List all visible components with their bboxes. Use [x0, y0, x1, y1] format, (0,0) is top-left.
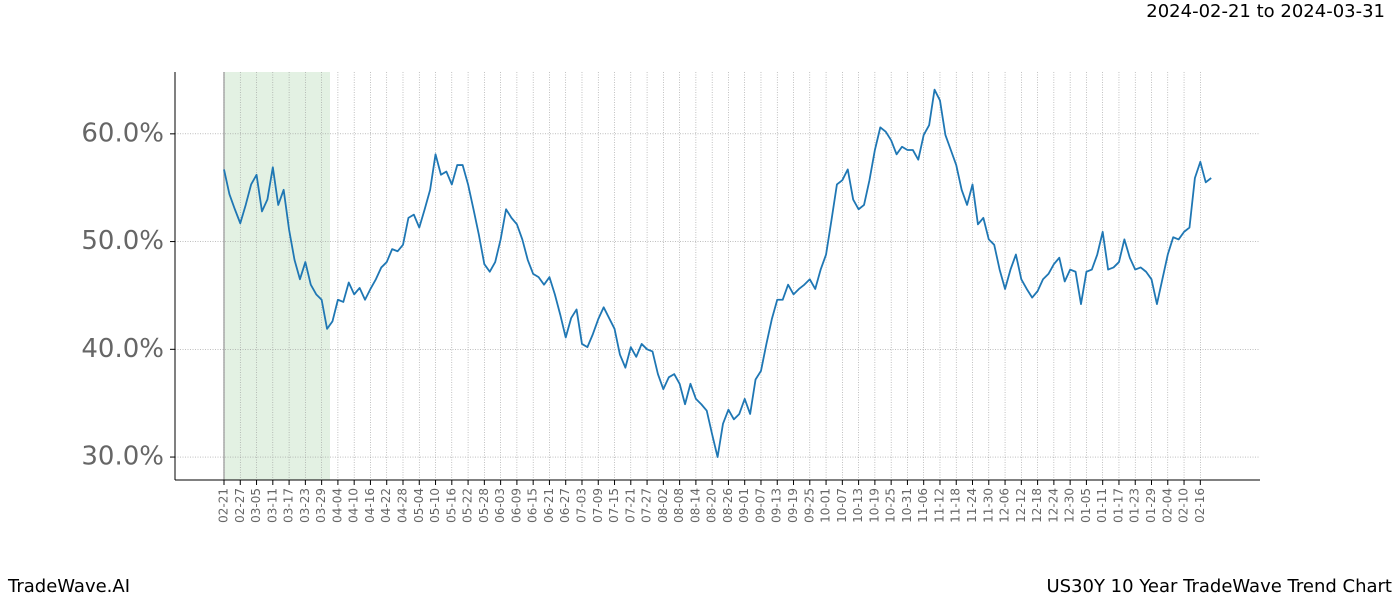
x-tick-label: 08-26 [721, 488, 735, 523]
brand: TradeWave.AI [7, 576, 130, 597]
x-tick-label: 08-14 [688, 488, 702, 523]
x-tick-label: 11-30 [981, 488, 995, 523]
x-tick-label: 07-15 [607, 488, 621, 523]
chart-name: US30Y 10 Year TradeWave Trend Chart [1046, 576, 1392, 597]
x-tick-label: 11-06 [916, 488, 930, 523]
x-tick-label: 06-27 [558, 488, 572, 523]
x-tick-label: 02-16 [1193, 488, 1207, 523]
x-tick-label: 05-10 [428, 488, 442, 523]
x-tick-label: 12-06 [998, 488, 1012, 523]
x-tick-label: 01-17 [1111, 488, 1125, 523]
grid [170, 72, 1260, 485]
x-tick-label: 06-09 [509, 488, 523, 523]
x-tick-label: 08-08 [672, 488, 686, 523]
x-tick-label: 03-17 [282, 488, 296, 523]
x-tick-label: 02-10 [1177, 488, 1191, 523]
x-tick-label: 03-23 [298, 488, 312, 523]
x-tick-label: 08-20 [705, 488, 719, 523]
x-tick-label: 01-29 [1144, 488, 1158, 523]
x-tick-label: 02-04 [1160, 488, 1174, 523]
x-tick-label: 05-28 [477, 488, 491, 523]
y-tick-label: 30.0% [81, 442, 164, 472]
trend-line [223, 88, 1212, 458]
x-tick-label: 10-07 [835, 488, 849, 523]
x-tick-label: 10-13 [851, 488, 865, 523]
x-tick-label: 03-29 [314, 488, 328, 523]
x-tick-label: 09-13 [770, 488, 784, 523]
x-tick-label: 02-21 [217, 488, 231, 523]
x-tick-label: 06-21 [542, 488, 556, 523]
x-tick-label: 04-10 [347, 488, 361, 523]
x-tick-label: 11-12 [932, 488, 946, 523]
y-tick-label: 50.0% [81, 226, 164, 256]
x-tick-label: 05-22 [461, 488, 475, 523]
x-tick-label: 04-22 [379, 488, 393, 523]
y-tick-label: 40.0% [81, 334, 164, 364]
x-tick-label: 10-31 [900, 488, 914, 523]
series [223, 88, 1212, 458]
x-tick-label: 10-01 [819, 488, 833, 523]
x-tick-label: 10-25 [884, 488, 898, 523]
x-tick-label: 02-27 [233, 488, 247, 523]
x-tick-label: 05-04 [412, 488, 426, 523]
x-tick-label: 09-25 [802, 488, 816, 523]
x-tick-label: 07-27 [640, 488, 654, 523]
x-tick-label: 03-05 [249, 488, 263, 523]
x-tick-label: 07-21 [623, 488, 637, 523]
x-tick-label: 01-23 [1128, 488, 1142, 523]
x-tick-label: 04-16 [363, 488, 377, 523]
x-tick-label: 10-19 [867, 488, 881, 523]
x-tick-label: 12-30 [1063, 488, 1077, 523]
x-tick-label: 06-15 [526, 488, 540, 523]
x-tick-label: 01-11 [1095, 488, 1109, 523]
x-tick-label: 03-11 [265, 488, 279, 523]
x-tick-label: 06-03 [493, 488, 507, 523]
x-tick-label: 09-01 [737, 488, 751, 523]
x-tick-label: 07-03 [574, 488, 588, 523]
x-tick-label: 09-19 [786, 488, 800, 523]
x-tick-label: 04-28 [395, 488, 409, 523]
x-tick-label: 05-16 [444, 488, 458, 523]
x-tick-label: 01-05 [1079, 488, 1093, 523]
x-tick-label: 07-09 [591, 488, 605, 523]
x-tick-label: 12-24 [1046, 488, 1060, 523]
x-tick-label: 11-24 [965, 488, 979, 523]
x-tick-label: 12-12 [1014, 488, 1028, 523]
x-tick-label: 04-04 [330, 488, 344, 523]
x-tick-label: 12-18 [1030, 488, 1044, 523]
date-range: 2024-02-21 to 2024-03-31 [1146, 1, 1385, 22]
y-tick-label: 60.0% [81, 118, 164, 148]
x-tick-label: 09-07 [753, 488, 767, 523]
x-tick-label: 11-18 [949, 488, 963, 523]
x-tick-label: 08-02 [656, 488, 670, 523]
highlight-span [224, 72, 330, 480]
